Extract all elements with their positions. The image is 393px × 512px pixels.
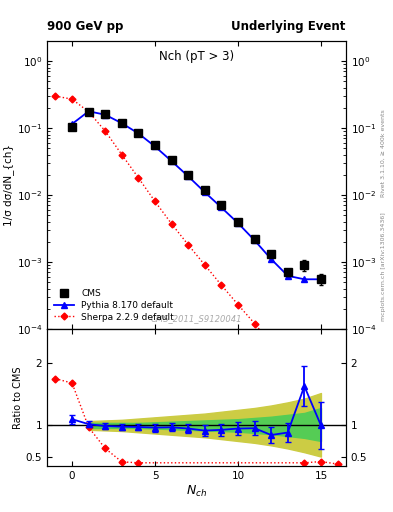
Text: Nch (pT > 3): Nch (pT > 3): [159, 50, 234, 62]
X-axis label: $N_{ch}$: $N_{ch}$: [186, 483, 207, 499]
Text: CMS_2011_S9120041: CMS_2011_S9120041: [151, 314, 242, 323]
Legend: CMS, Pythia 8.170 default, Sherpa 2.2.9 default: CMS, Pythia 8.170 default, Sherpa 2.2.9 …: [51, 287, 177, 324]
Text: Underlying Event: Underlying Event: [231, 20, 346, 33]
Y-axis label: Ratio to CMS: Ratio to CMS: [13, 366, 23, 429]
Y-axis label: 1/σ dσ/dN_{ch}: 1/σ dσ/dN_{ch}: [3, 144, 14, 226]
Text: 900 GeV pp: 900 GeV pp: [47, 20, 123, 33]
Text: Rivet 3.1.10, ≥ 400k events: Rivet 3.1.10, ≥ 400k events: [381, 110, 386, 198]
Text: mcplots.cern.ch [arXiv:1306.3436]: mcplots.cern.ch [arXiv:1306.3436]: [381, 212, 386, 321]
